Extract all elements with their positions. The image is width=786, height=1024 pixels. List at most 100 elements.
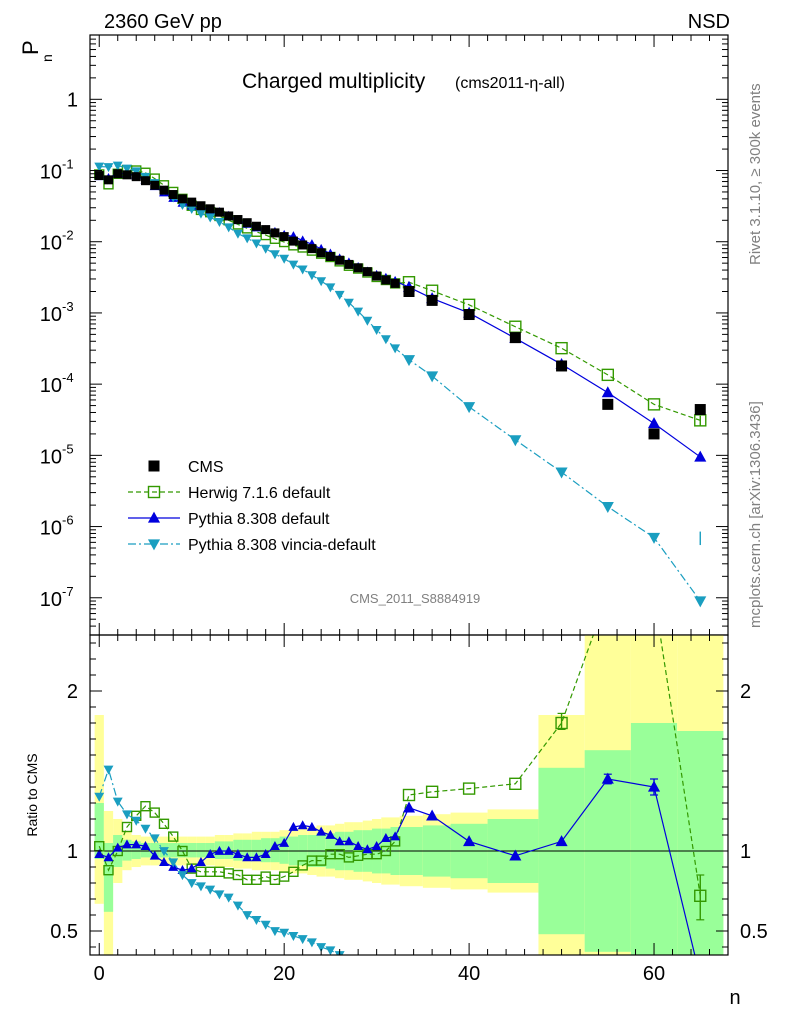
point-pythia-8-308-vincia-default [205,213,216,223]
ratio-point-vincia [426,994,438,1005]
ratio-point-pythia [140,841,151,851]
point-cms [325,252,335,262]
point-cms [403,285,415,297]
point-cms [344,259,354,269]
ratio-point-pythia [288,821,299,831]
point-pythia-8-308-vincia-default [509,435,522,447]
point-pythia-8-308-vincia-default [269,250,280,260]
ratio-point-pythia [343,836,354,846]
ratio-point-vincia [177,871,188,881]
ratio-point-pythia [94,849,105,859]
point-pythia-8-308-vincia-default [647,532,661,544]
point-cms [196,201,206,211]
ratio-point-herwig [380,845,392,857]
ratio-point-herwig [402,788,416,802]
series-line-herwig-7-1-6-default [98,169,701,421]
series-pythia-8-308-vincia-default [94,161,707,608]
ratio-point-pythia [694,971,706,982]
point-pythia-8-308-vincia-default [306,271,317,281]
ratio-point-vincia [325,946,336,955]
ratio-point-vincia [381,978,391,987]
legend-label: CMS [188,459,224,476]
y-tick-exponent: -1 [62,157,74,172]
ratio-point-herwig [177,845,188,857]
ratio-point-vincia [260,920,271,930]
point-cms [177,194,187,204]
point-cms [509,332,521,344]
ratio-point-pythia [371,841,382,851]
point-pythia-8-308-vincia-default [251,239,262,249]
ratio-point-herwig [288,866,299,877]
header-left: 2360 GeV pp [104,11,222,33]
legend-marker [147,485,161,499]
point-pythia-8-308-vincia-default [279,254,290,264]
point-cms [140,176,150,186]
band-inner [150,843,160,858]
ratio-point-vincia [353,964,363,973]
ratio-bands [94,635,724,955]
ratio-line-herwig [98,635,701,896]
band-inner [279,836,289,864]
main-plot-area: 10 -710 -610 -510 -410 -310 -210 -11 [40,34,729,636]
point-pythia-8-308-default [647,417,661,429]
point-cms [270,228,280,238]
y-tick-label: 10 [40,304,62,326]
point-cms [298,240,308,250]
ratio-point-vincia [694,1003,706,1014]
band-inner [316,833,326,867]
band-inner [677,731,724,955]
x-axis: 0 20 40 60 [94,635,711,985]
point-cms [168,190,178,200]
point-pythia-8-308-vincia-default [103,163,114,173]
y-tick-label: 10 [40,446,62,468]
rivet-label: Rivet 3.1.10, ≥ 300k events [747,83,764,265]
point-pythia-8-308-vincia-default [232,229,243,239]
point-cms [390,278,400,288]
point-cms [224,211,234,221]
point-pythia-8-308-vincia-default [297,265,308,275]
ratio-point-vincia [344,958,354,967]
point-cms [150,180,160,190]
legend-entry-pythia-8-308-vincia-default: Pythia 8.308 vincia-default [128,537,376,554]
y-tick-label: 10 [40,375,62,397]
ratio-point-pythia [463,835,476,847]
point-cms [353,263,363,273]
ratio-point-herwig [149,807,160,818]
ratio-frame [89,634,729,956]
point-pythia-8-308-vincia-default [694,596,707,608]
point-pythia-8-308-vincia-default [214,218,225,228]
legend: CMS Herwig 7.1.6 default Pythia 8.308 defa… [128,459,376,554]
point-cms [372,271,382,281]
point-pythia-8-308-vincia-default [131,167,142,177]
point-pythia-8-308-vincia-default [334,290,345,300]
ratio-point-pythia [205,849,216,859]
point-cms [131,172,141,182]
ratio-point-pythia [380,833,391,843]
ratio-point-vincia [168,858,179,868]
point-cms [113,169,123,179]
point-pythia-8-308-vincia-default [343,298,354,308]
point-cms [214,207,224,217]
ratio-point-herwig [315,855,327,866]
ratio-y-axis: 0.5 0.5 1 1 2 2 [50,642,768,948]
ratio-point-pythia [509,849,522,861]
x-tick-label: 40 [458,963,480,985]
ratio-series-pythia [94,772,706,982]
ratio-point-herwig [425,785,439,798]
ratio-ylabel: Ratio to CMS [24,753,40,836]
x-tick-label: 0 [94,963,105,985]
ratio-point-pythia [131,839,142,849]
y-tick-exponent: -3 [62,299,74,314]
y-tick-label: 1 [67,89,78,111]
point-cms [187,197,197,207]
point-cms [251,221,261,231]
point-pythia-8-308-vincia-default [196,209,206,219]
ratio-point-pythia [159,857,169,867]
ratio-point-vincia [297,935,308,945]
ratio-point-pythia [325,829,336,839]
band-inner [177,843,188,858]
point-herwig-7-1-6-default [601,368,614,382]
main-ylabel-text: P [18,40,43,55]
ratio-point-pythia [334,836,345,846]
